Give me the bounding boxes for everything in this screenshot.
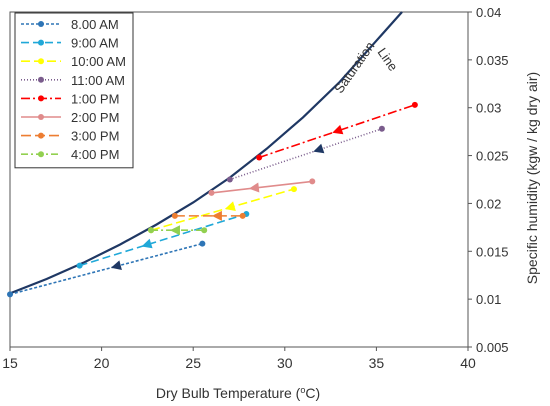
legend: 8.00 AM 9:00 AM 10:00 AM 11:00 AM 1:00 PM 2:0… — [14, 12, 134, 169]
x-tick-label: 30 — [277, 355, 293, 371]
y-tick-label: 0.005 — [476, 340, 509, 355]
series-3 — [226, 125, 385, 183]
legend-marker — [38, 21, 44, 27]
series-line — [258, 104, 416, 159]
series-line — [229, 128, 383, 181]
series-4 — [256, 101, 418, 161]
x-axis-ticks: 15 20 25 30 35 40 — [2, 347, 476, 371]
legend-label: 3:00 PM — [71, 129, 119, 144]
y-tick-label: 0.025 — [476, 149, 509, 164]
series-line — [79, 213, 247, 267]
series-point — [76, 262, 83, 269]
series-point — [199, 240, 206, 247]
series-point — [226, 176, 233, 183]
legend-label: 11:00 AM — [71, 73, 125, 88]
series-direction-arrow — [169, 225, 180, 236]
x-tick-label: 15 — [2, 355, 18, 371]
series-point — [411, 101, 418, 108]
y-tick-label: 0.035 — [476, 53, 509, 68]
plot-frame — [9, 11, 469, 348]
series-direction-arrow — [211, 210, 222, 221]
series-line — [9, 242, 203, 296]
x-tick-label: 40 — [460, 355, 476, 371]
series-point — [148, 227, 155, 234]
series-7 — [148, 225, 208, 236]
legend-label: 10:00 AM — [71, 54, 126, 69]
y-tick-label: 0.02 — [476, 196, 501, 211]
legend-label: 1:00 PM — [71, 91, 119, 106]
series-point — [7, 291, 13, 298]
legend-label: 8.00 AM — [71, 17, 119, 32]
series-point — [309, 178, 316, 185]
x-tick-label: 35 — [369, 355, 385, 371]
series-line — [211, 180, 313, 194]
series-point — [378, 125, 385, 132]
series-point — [171, 212, 178, 219]
series-point — [201, 227, 208, 234]
y-tick-label: 0.04 — [476, 5, 501, 20]
series-point — [239, 212, 246, 219]
series-direction-arrow — [313, 143, 325, 154]
series-point — [256, 154, 263, 161]
legend-label: 4:00 PM — [71, 147, 119, 162]
legend-marker — [38, 132, 44, 139]
legend-marker — [38, 58, 44, 65]
x-tick-label: 20 — [94, 355, 110, 371]
series-direction-arrow — [248, 182, 260, 193]
x-tick-label: 25 — [185, 355, 201, 371]
series-direction-arrow — [110, 260, 122, 271]
series-point — [208, 189, 215, 196]
series-point — [290, 186, 297, 193]
series-1 — [76, 210, 250, 269]
saturation-label-line: Line — [374, 45, 400, 74]
legend-marker — [38, 76, 44, 83]
y-axis-label: Specific humidity (kgw / kg dry air) — [524, 72, 540, 284]
legend-label: 9:00 AM — [71, 36, 119, 51]
legend-marker — [38, 151, 44, 158]
saturation-label: Saturation — [331, 39, 377, 96]
series-direction-arrow — [332, 124, 344, 135]
y-tick-label: 0.015 — [476, 244, 509, 259]
series-line — [150, 188, 295, 231]
legend-marker — [38, 95, 44, 102]
series-0 — [7, 240, 206, 298]
series-2 — [148, 186, 297, 234]
series-direction-arrow — [224, 201, 236, 212]
y-tick-label: 0.01 — [476, 292, 501, 307]
legend-marker — [38, 39, 44, 46]
y-tick-label: 0.03 — [476, 101, 501, 116]
x-axis-label: Dry Bulb Temperature (oC) — [156, 385, 320, 401]
legend-box — [14, 12, 134, 169]
plot-border — [9, 11, 469, 348]
series-direction-arrow — [141, 238, 153, 249]
y-axis-ticks: 0.005 0.01 0.015 0.02 0.025 0.03 0.035 0.04 — [468, 5, 509, 355]
series-layer — [7, 101, 418, 298]
legend-marker — [38, 114, 44, 120]
series-5 — [208, 178, 316, 196]
series-6 — [171, 210, 246, 221]
legend-label: 2:00 PM — [71, 110, 119, 125]
